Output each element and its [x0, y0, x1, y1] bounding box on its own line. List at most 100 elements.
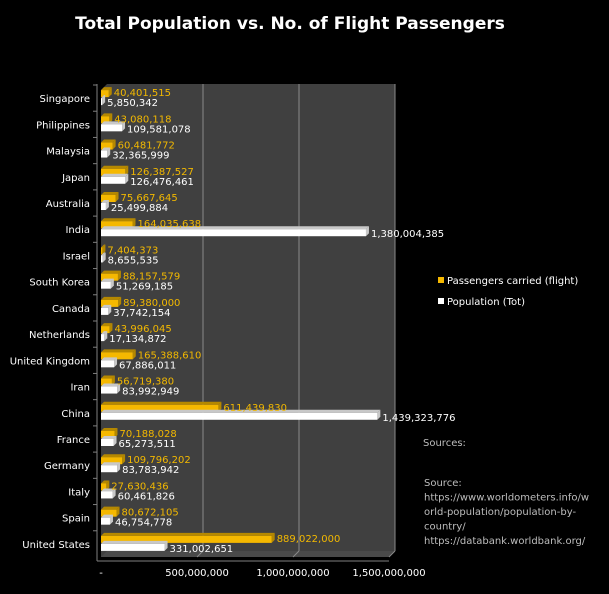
data-label-passengers: 611,439,830 — [223, 403, 287, 414]
bar-population — [101, 488, 116, 499]
data-label-population: 126,476,461 — [130, 177, 194, 188]
data-label-population: 65,273,511 — [119, 439, 176, 450]
data-label-passengers: 88,157,579 — [123, 272, 180, 283]
bar-population — [101, 147, 111, 158]
bar-passengers — [101, 270, 121, 281]
data-label-passengers: 7,404,373 — [107, 245, 158, 256]
bar-population — [101, 462, 121, 473]
data-label-population: 8,655,535 — [108, 255, 159, 266]
bar-passengers — [101, 349, 136, 360]
category-label: Canada — [52, 304, 90, 315]
bar-passengers — [101, 375, 115, 386]
bar-passengers — [101, 454, 126, 465]
data-label-passengers: 27,630,436 — [111, 481, 168, 492]
data-label-population: 32,365,999 — [112, 151, 169, 162]
data-label-passengers: 56,719,380 — [117, 377, 174, 388]
data-label-population: 25,499,884 — [111, 203, 168, 214]
x-tick-label: 1,000,000,000 — [256, 568, 329, 579]
data-label-population: 83,992,949 — [122, 387, 179, 398]
bar-population — [101, 278, 114, 289]
category-label: Germany — [44, 461, 90, 472]
source-line: https://databank.worldbank.org/ — [424, 536, 586, 547]
bar-population — [101, 200, 109, 210]
category-label: South Korea — [29, 278, 90, 289]
sources-annotation: Sources: Source: https://www.worldometers… — [423, 438, 589, 547]
data-label-passengers: 60,481,772 — [118, 141, 175, 152]
source-line: https://www.worldometers.info/w — [424, 493, 589, 504]
plot-background — [101, 84, 395, 557]
category-label: Singapore — [40, 94, 90, 105]
chart-title: Total Population vs. No. of Flight Passe… — [75, 14, 505, 34]
data-label-population: 51,269,185 — [116, 282, 173, 293]
data-label-passengers: 43,996,045 — [114, 324, 171, 335]
gridline-floor — [388, 550, 396, 558]
bar-population — [101, 95, 106, 106]
bar-population — [101, 121, 126, 132]
legend-swatch — [438, 298, 444, 304]
bar-population — [101, 514, 113, 525]
sources-heading: Sources: — [423, 438, 466, 449]
data-label-population: 17,134,872 — [109, 334, 166, 345]
legend: Passengers carried (flight) Population (T… — [438, 276, 578, 308]
plot-floor — [101, 551, 395, 557]
bar-passengers — [101, 139, 116, 150]
gridline-floor — [292, 550, 300, 558]
category-label: United States — [22, 540, 90, 551]
legend-label: Population (Tot) — [447, 297, 525, 308]
x-tick-label: - — [99, 568, 103, 579]
bar-population — [101, 436, 117, 446]
bar-passengers — [101, 480, 110, 491]
bar-population — [101, 173, 129, 184]
legend-label: Passengers carried (flight) — [447, 276, 578, 287]
data-label-passengers: 89,380,000 — [123, 298, 180, 309]
bar-passengers — [101, 506, 120, 517]
bar-population — [101, 331, 108, 342]
data-label-passengers: 70,188,028 — [119, 429, 176, 440]
category-label: Australia — [46, 199, 90, 210]
data-label-passengers: 40,401,515 — [114, 88, 171, 99]
data-label-passengers: 126,387,527 — [130, 167, 194, 178]
bar-population — [101, 226, 369, 237]
bar-passengers — [101, 244, 106, 255]
source-line: country/ — [424, 522, 466, 533]
data-label-population: 83,783,942 — [122, 465, 179, 476]
bar-passengers — [101, 428, 118, 438]
bar-passengers — [101, 401, 222, 412]
data-label-passengers: 164,035,638 — [137, 219, 201, 230]
legend-swatch — [438, 277, 444, 283]
bar-population — [101, 409, 381, 420]
data-label-population: 1,439,323,776 — [382, 413, 455, 424]
data-label-population: 109,581,078 — [127, 124, 191, 135]
bar-passengers — [101, 296, 122, 307]
data-label-passengers: 109,796,202 — [127, 455, 191, 466]
bar-passengers — [101, 323, 113, 334]
category-label: Italy — [68, 487, 90, 498]
category-label: Malaysia — [46, 147, 90, 158]
x-tick-label: 1,500,000,000 — [352, 568, 425, 579]
bar-passengers — [101, 192, 119, 202]
data-label-population: 67,886,011 — [119, 360, 176, 371]
data-label-population: 60,461,826 — [118, 491, 175, 502]
category-label: Japan — [61, 173, 90, 184]
category-label: France — [57, 435, 90, 446]
data-label-passengers: 80,672,105 — [121, 508, 178, 519]
bar-passengers — [101, 165, 129, 176]
data-label-population: 46,754,778 — [115, 518, 172, 529]
category-label: United Kingdom — [10, 356, 90, 367]
bar-population — [101, 252, 106, 263]
category-label: India — [65, 225, 90, 236]
data-label-population: 37,742,154 — [113, 308, 170, 319]
data-label-passengers: 75,667,645 — [121, 193, 178, 204]
data-label-passengers: 165,388,610 — [138, 350, 202, 361]
bar-population — [101, 357, 118, 368]
data-label-population: 331,002,651 — [170, 544, 234, 555]
data-label-population: 5,850,342 — [107, 98, 158, 109]
bar-passengers — [101, 532, 275, 543]
source-line: Source: — [424, 478, 462, 489]
bar-population — [101, 304, 112, 315]
bar-passengers — [101, 113, 113, 124]
category-label: Spain — [62, 514, 90, 525]
category-label: Israel — [63, 251, 90, 262]
category-label: Iran — [70, 383, 90, 394]
